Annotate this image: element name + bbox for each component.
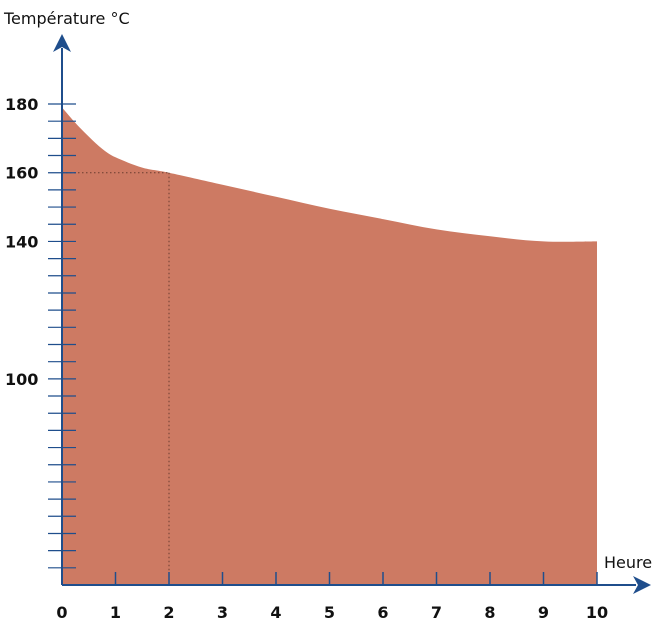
axis-layer (53, 34, 651, 594)
x-tick-label-7: 7 (431, 603, 442, 621)
x-tick-label-5: 5 (324, 603, 335, 621)
x-tick-label-10: 10 (586, 603, 608, 621)
y-axis-label: Température °C (3, 9, 130, 28)
x-tick-label-9: 9 (538, 603, 549, 621)
x-tick-label-2: 2 (163, 603, 174, 621)
x-tick-label-6: 6 (377, 603, 388, 621)
y-tick-label-100: 100 (5, 370, 38, 389)
y-tick-label-180: 180 (5, 95, 38, 114)
x-tick-label-1: 1 (110, 603, 121, 621)
x-tick-label-3: 3 (217, 603, 228, 621)
tick-layer: 0 1 2 3 4 5 6 7 8 9 10 100 140 160 180 (5, 95, 608, 621)
y-tick-label-140: 140 (5, 232, 38, 251)
x-tick-label-4: 4 (270, 603, 281, 621)
guide-layer (62, 172, 170, 585)
area-layer (62, 107, 597, 586)
temperature-area (62, 107, 597, 586)
x-axis-label: Heure (604, 553, 652, 572)
x-tick-label-8: 8 (484, 603, 495, 621)
y-tick-label-160: 160 (5, 164, 38, 183)
x-axis-arrow-icon (633, 576, 651, 594)
y-axis-arrow-icon (53, 34, 71, 52)
x-tick-label-0: 0 (56, 603, 67, 621)
